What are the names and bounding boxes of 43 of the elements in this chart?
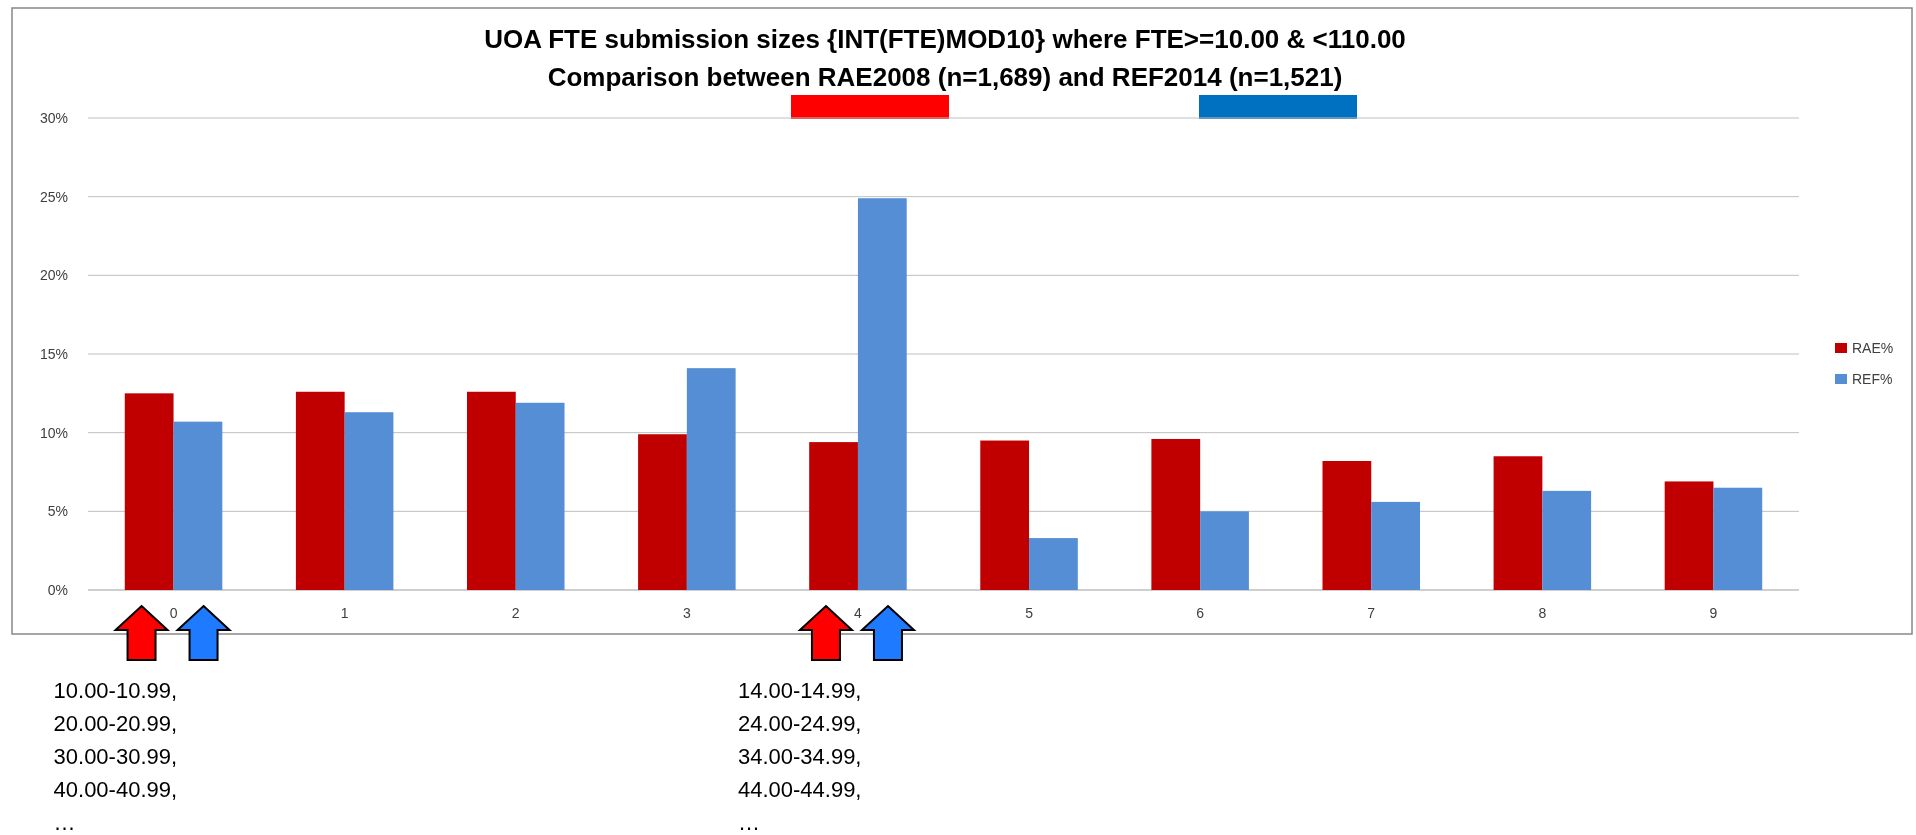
y-tick-label: 30%	[39, 109, 68, 126]
y-tick-label: 20%	[39, 267, 68, 284]
text: 14.00-14.99, 24.00-24.99, 34.00-34.99, 44.00-44.99, …	[737, 678, 862, 835]
x-tick-label: 1	[340, 605, 349, 621]
bar	[1322, 460, 1372, 590]
bar	[686, 368, 736, 590]
bar	[1029, 538, 1078, 590]
x-tick-label: 3	[682, 605, 691, 621]
legend-label: RAE%	[1852, 339, 1894, 356]
y-tick-label: 0%	[47, 581, 68, 598]
y-tick-label: 15%	[39, 345, 68, 362]
chart-subtitle: Comparison between RAE2008 (n=1,689) and REF2014 (n=1,521)	[547, 62, 1343, 92]
bar	[809, 442, 858, 590]
y-tick-label: 5%	[47, 503, 68, 520]
bar	[980, 440, 1030, 590]
bar	[1200, 511, 1249, 590]
x-tick-label: 5	[1025, 605, 1034, 621]
bar	[1664, 481, 1714, 590]
bar	[1371, 501, 1421, 590]
x-tick-label: 8	[1538, 605, 1547, 621]
bar	[344, 412, 394, 590]
y-tick-label: 10%	[39, 424, 68, 441]
bar	[173, 421, 223, 590]
x-tick-label: 4	[854, 605, 863, 621]
bar	[1713, 487, 1763, 590]
bar	[1493, 456, 1543, 590]
bar	[638, 434, 687, 590]
bar	[466, 391, 516, 590]
text: 10.00-10.99, 20.00-20.99, 30.00-30.99, 40.00-40.99, …	[53, 678, 178, 835]
x-tick-label: 2	[511, 605, 520, 621]
legend-label: REF%	[1852, 370, 1893, 387]
bar	[295, 391, 345, 590]
x-tick-label: 0	[169, 605, 178, 621]
bar	[515, 402, 565, 590]
bar	[857, 198, 907, 590]
bar	[1542, 490, 1592, 590]
x-tick-label: 9	[1709, 605, 1718, 621]
bar	[124, 393, 174, 590]
y-tick-label: 25%	[39, 188, 68, 205]
chart-title: UOA FTE submission sizes {INT(FTE)MOD10} where FTE>=10.00 & <110.00	[484, 24, 1406, 54]
bar	[1151, 438, 1201, 590]
x-tick-label: 7	[1367, 605, 1376, 621]
x-tick-label: 6	[1196, 605, 1205, 621]
